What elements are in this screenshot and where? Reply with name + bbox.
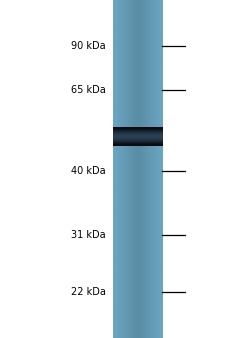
- Text: 22 kDa: 22 kDa: [71, 287, 106, 297]
- Text: 90 kDa: 90 kDa: [71, 41, 106, 51]
- Text: 65 kDa: 65 kDa: [71, 84, 106, 95]
- Text: 31 kDa: 31 kDa: [71, 230, 106, 240]
- Text: 40 kDa: 40 kDa: [71, 166, 106, 176]
